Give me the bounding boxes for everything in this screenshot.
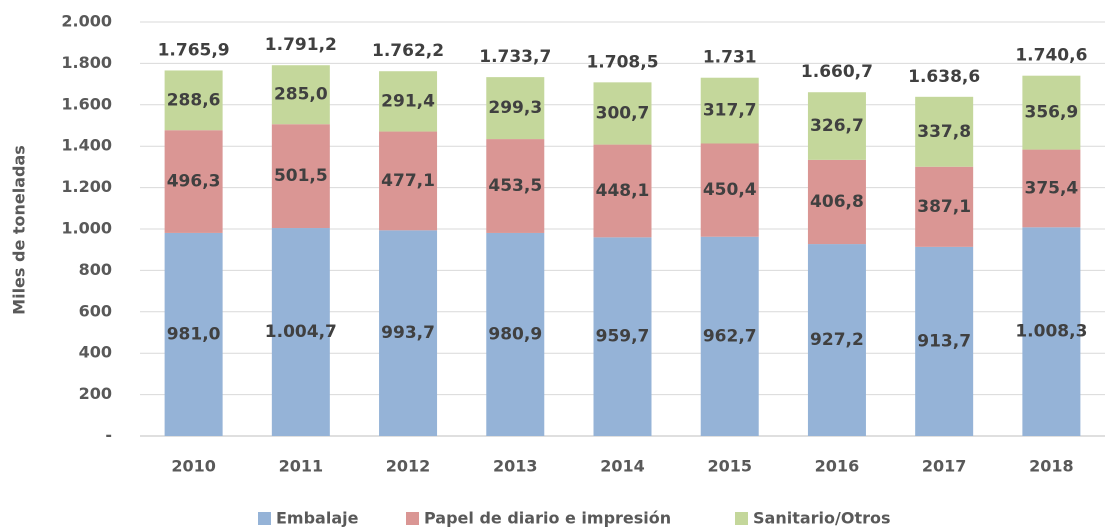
bar-segment — [807, 92, 866, 160]
bar-segment — [164, 130, 223, 233]
bar-segment — [915, 246, 974, 436]
y-tick-label: 800 — [79, 260, 112, 279]
y-tick-label: - — [105, 426, 112, 445]
bar-segment — [379, 131, 438, 231]
x-tick-label: 2015 — [707, 457, 752, 476]
bar-segment — [593, 144, 652, 238]
x-tick-label: 2017 — [922, 457, 967, 476]
data-label: 980,9 — [488, 324, 542, 344]
data-label: 375,4 — [1024, 178, 1078, 198]
data-label: 913,7 — [917, 331, 971, 351]
data-label: 1.004,7 — [265, 322, 337, 342]
bar-segment — [807, 159, 866, 245]
bar-segment — [379, 230, 438, 436]
data-label: 477,1 — [381, 171, 435, 191]
data-label: 300,7 — [596, 103, 650, 123]
legend-label: Sanitario/Otros — [753, 509, 891, 528]
data-label: 317,7 — [703, 101, 757, 121]
y-tick-label: 2.000 — [61, 12, 112, 31]
total-label: 1.660,7 — [801, 62, 873, 82]
total-label: 1.733,7 — [479, 47, 551, 67]
bar-segment — [700, 236, 759, 436]
y-tick-label: 1.600 — [61, 94, 112, 113]
data-label: 337,8 — [917, 122, 971, 142]
data-label: 285,0 — [274, 85, 328, 105]
total-label: 1.765,9 — [158, 40, 230, 60]
bar-segment — [271, 228, 330, 436]
bar-segment — [593, 82, 652, 145]
y-tick-label: 400 — [79, 343, 112, 362]
bar-segment — [700, 143, 759, 237]
bar-segment — [700, 77, 759, 144]
x-tick-label: 2016 — [815, 457, 860, 476]
data-label: 450,4 — [703, 180, 757, 200]
total-label: 1.731 — [703, 48, 757, 68]
x-tick-label: 2014 — [600, 457, 645, 476]
bar-segment — [915, 96, 974, 167]
bar-segment — [915, 166, 974, 247]
total-label: 1.740,6 — [1015, 46, 1087, 66]
bar-segment — [164, 232, 223, 436]
data-label: 356,9 — [1024, 103, 1078, 123]
y-tick-label: 200 — [79, 384, 112, 403]
bar-segment — [593, 237, 652, 436]
data-label: 993,7 — [381, 323, 435, 343]
data-label: 959,7 — [596, 327, 650, 347]
y-tick-label: 600 — [79, 301, 112, 320]
x-tick-label: 2013 — [493, 457, 538, 476]
legend-swatch — [406, 512, 419, 525]
data-label: 326,7 — [810, 116, 864, 136]
data-label: 387,1 — [917, 197, 971, 217]
x-tick-label: 2012 — [386, 457, 431, 476]
data-label: 1.008,3 — [1015, 322, 1087, 342]
total-label: 1.762,2 — [372, 41, 444, 61]
bar-segment — [486, 232, 545, 436]
total-label: 1.708,5 — [586, 52, 658, 72]
bar-segment — [1022, 149, 1081, 228]
data-label: 291,4 — [381, 91, 435, 111]
bar-segment — [1022, 75, 1081, 150]
legend-label: Papel de diario e impresión — [424, 509, 671, 528]
data-label: 406,8 — [810, 192, 864, 212]
y-tick-label: 1.200 — [61, 177, 112, 196]
y-tick-label: 1.000 — [61, 219, 112, 238]
total-label: 1.638,6 — [908, 67, 980, 87]
y-tick-label: 1.800 — [61, 53, 112, 72]
bar-segment — [486, 139, 545, 233]
data-label: 453,5 — [488, 176, 542, 196]
x-tick-label: 2010 — [171, 457, 216, 476]
total-label: 1.791,2 — [265, 35, 337, 55]
legend-swatch — [735, 512, 748, 525]
bar-segment — [1022, 227, 1081, 436]
data-label: 981,0 — [167, 324, 221, 344]
data-label: 962,7 — [703, 326, 757, 346]
data-label: 288,6 — [167, 90, 221, 110]
data-label: 299,3 — [488, 98, 542, 118]
bar-segment — [164, 70, 223, 131]
y-axis-label: Miles de toneladas — [10, 145, 29, 315]
data-label: 448,1 — [596, 181, 650, 201]
data-label: 496,3 — [167, 172, 221, 192]
x-tick-label: 2011 — [279, 457, 324, 476]
data-label: 927,2 — [810, 330, 864, 350]
y-tick-label: 1.400 — [61, 136, 112, 155]
data-label: 501,5 — [274, 166, 328, 186]
bar-segment — [271, 124, 330, 229]
bar-segment — [271, 65, 330, 125]
legend-swatch — [258, 512, 271, 525]
bar-segment — [807, 244, 866, 436]
x-tick-label: 2018 — [1029, 457, 1074, 476]
bar-segment — [486, 77, 545, 140]
bar-segment — [379, 71, 438, 132]
legend-label: Embalaje — [276, 509, 359, 528]
